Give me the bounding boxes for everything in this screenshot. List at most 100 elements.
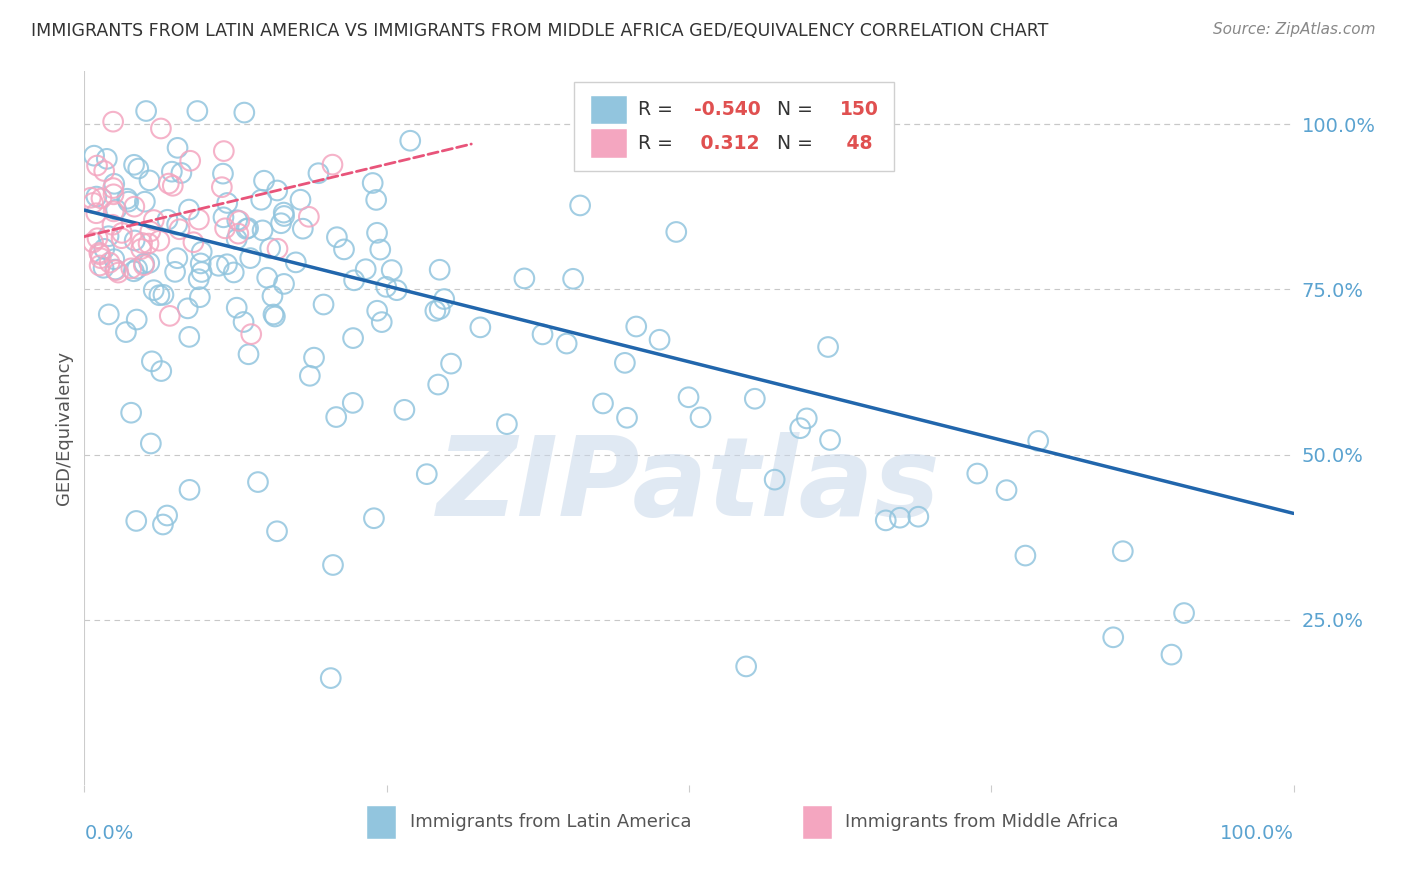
Point bbox=[256, 270, 278, 285]
Point bbox=[225, 301, 247, 315]
Point bbox=[141, 354, 163, 368]
Point bbox=[97, 307, 120, 321]
Point bbox=[104, 263, 127, 277]
Point bbox=[818, 433, 841, 447]
Point bbox=[298, 368, 321, 383]
Point bbox=[93, 260, 115, 275]
Text: ZIPatlas: ZIPatlas bbox=[437, 432, 941, 539]
Point bbox=[90, 191, 112, 205]
Point bbox=[270, 216, 292, 230]
Text: IMMIGRANTS FROM LATIN AMERICA VS IMMIGRANTS FROM MIDDLE AFRICA GED/EQUIVALENCY C: IMMIGRANTS FROM LATIN AMERICA VS IMMIGRA… bbox=[31, 22, 1049, 40]
Point bbox=[150, 364, 173, 378]
Point bbox=[186, 103, 208, 118]
Point bbox=[131, 235, 153, 250]
Point bbox=[86, 231, 108, 245]
Text: N =: N = bbox=[765, 134, 818, 153]
Point bbox=[375, 280, 398, 294]
Point bbox=[273, 205, 295, 219]
Point bbox=[429, 301, 451, 316]
Point bbox=[142, 213, 165, 227]
Point bbox=[228, 227, 250, 241]
Point bbox=[98, 255, 121, 269]
Point bbox=[966, 467, 988, 481]
Text: Immigrants from Middle Africa: Immigrants from Middle Africa bbox=[845, 814, 1118, 831]
Point bbox=[290, 193, 312, 207]
Point bbox=[120, 406, 142, 420]
Point bbox=[132, 258, 155, 272]
Point bbox=[120, 261, 142, 276]
Point bbox=[135, 103, 157, 118]
Point bbox=[1026, 434, 1049, 448]
Point bbox=[291, 221, 314, 235]
FancyBboxPatch shape bbox=[591, 95, 627, 124]
Point bbox=[889, 510, 911, 524]
Point bbox=[127, 161, 149, 176]
Point bbox=[156, 212, 179, 227]
Point bbox=[105, 202, 128, 217]
Point bbox=[368, 243, 391, 257]
Point bbox=[111, 226, 134, 240]
Point bbox=[179, 330, 201, 344]
Point bbox=[103, 252, 125, 267]
Point bbox=[103, 204, 125, 219]
Point bbox=[613, 356, 636, 370]
Point bbox=[139, 436, 162, 450]
Point bbox=[232, 315, 254, 329]
Point bbox=[399, 134, 422, 148]
Text: N =: N = bbox=[765, 101, 818, 120]
Point bbox=[665, 225, 688, 239]
Point bbox=[122, 158, 145, 172]
Point bbox=[1014, 549, 1036, 563]
Point bbox=[82, 235, 104, 250]
Point bbox=[262, 289, 284, 303]
Point bbox=[115, 325, 138, 339]
Point bbox=[429, 262, 451, 277]
Point bbox=[179, 153, 201, 168]
Point bbox=[148, 234, 170, 248]
Point bbox=[152, 517, 174, 532]
Y-axis label: GED/Equivalency: GED/Equivalency bbox=[55, 351, 73, 505]
Point bbox=[82, 195, 104, 210]
Point bbox=[592, 396, 614, 410]
Point bbox=[250, 193, 273, 207]
Point bbox=[122, 264, 145, 278]
Point bbox=[124, 234, 146, 248]
Point bbox=[817, 340, 839, 354]
Point bbox=[179, 483, 201, 497]
Point bbox=[101, 181, 124, 195]
Point bbox=[796, 411, 818, 425]
Text: 150: 150 bbox=[841, 101, 879, 120]
Point bbox=[569, 198, 592, 212]
Point bbox=[236, 221, 259, 235]
Point bbox=[188, 290, 211, 304]
Point bbox=[735, 659, 758, 673]
Point bbox=[513, 271, 536, 285]
Point bbox=[115, 192, 138, 206]
Point bbox=[214, 221, 236, 235]
Text: Source: ZipAtlas.com: Source: ZipAtlas.com bbox=[1212, 22, 1375, 37]
Point bbox=[107, 266, 129, 280]
Point bbox=[394, 402, 416, 417]
Point bbox=[152, 288, 174, 302]
Point bbox=[187, 272, 209, 286]
Point bbox=[228, 214, 250, 228]
Point bbox=[354, 262, 377, 277]
Point bbox=[363, 511, 385, 525]
Point bbox=[995, 483, 1018, 498]
Point bbox=[361, 176, 384, 190]
Point bbox=[103, 187, 125, 202]
Point bbox=[239, 251, 262, 265]
Point bbox=[104, 262, 127, 277]
Point bbox=[134, 194, 156, 209]
Point bbox=[138, 173, 160, 187]
Point bbox=[215, 257, 238, 271]
Point bbox=[366, 303, 388, 318]
Point bbox=[125, 514, 148, 528]
Point bbox=[678, 390, 700, 404]
Point bbox=[366, 193, 388, 207]
Text: -0.540: -0.540 bbox=[693, 101, 761, 120]
Point bbox=[470, 320, 492, 334]
Point bbox=[110, 231, 132, 245]
Point bbox=[371, 315, 394, 329]
Point bbox=[166, 141, 188, 155]
